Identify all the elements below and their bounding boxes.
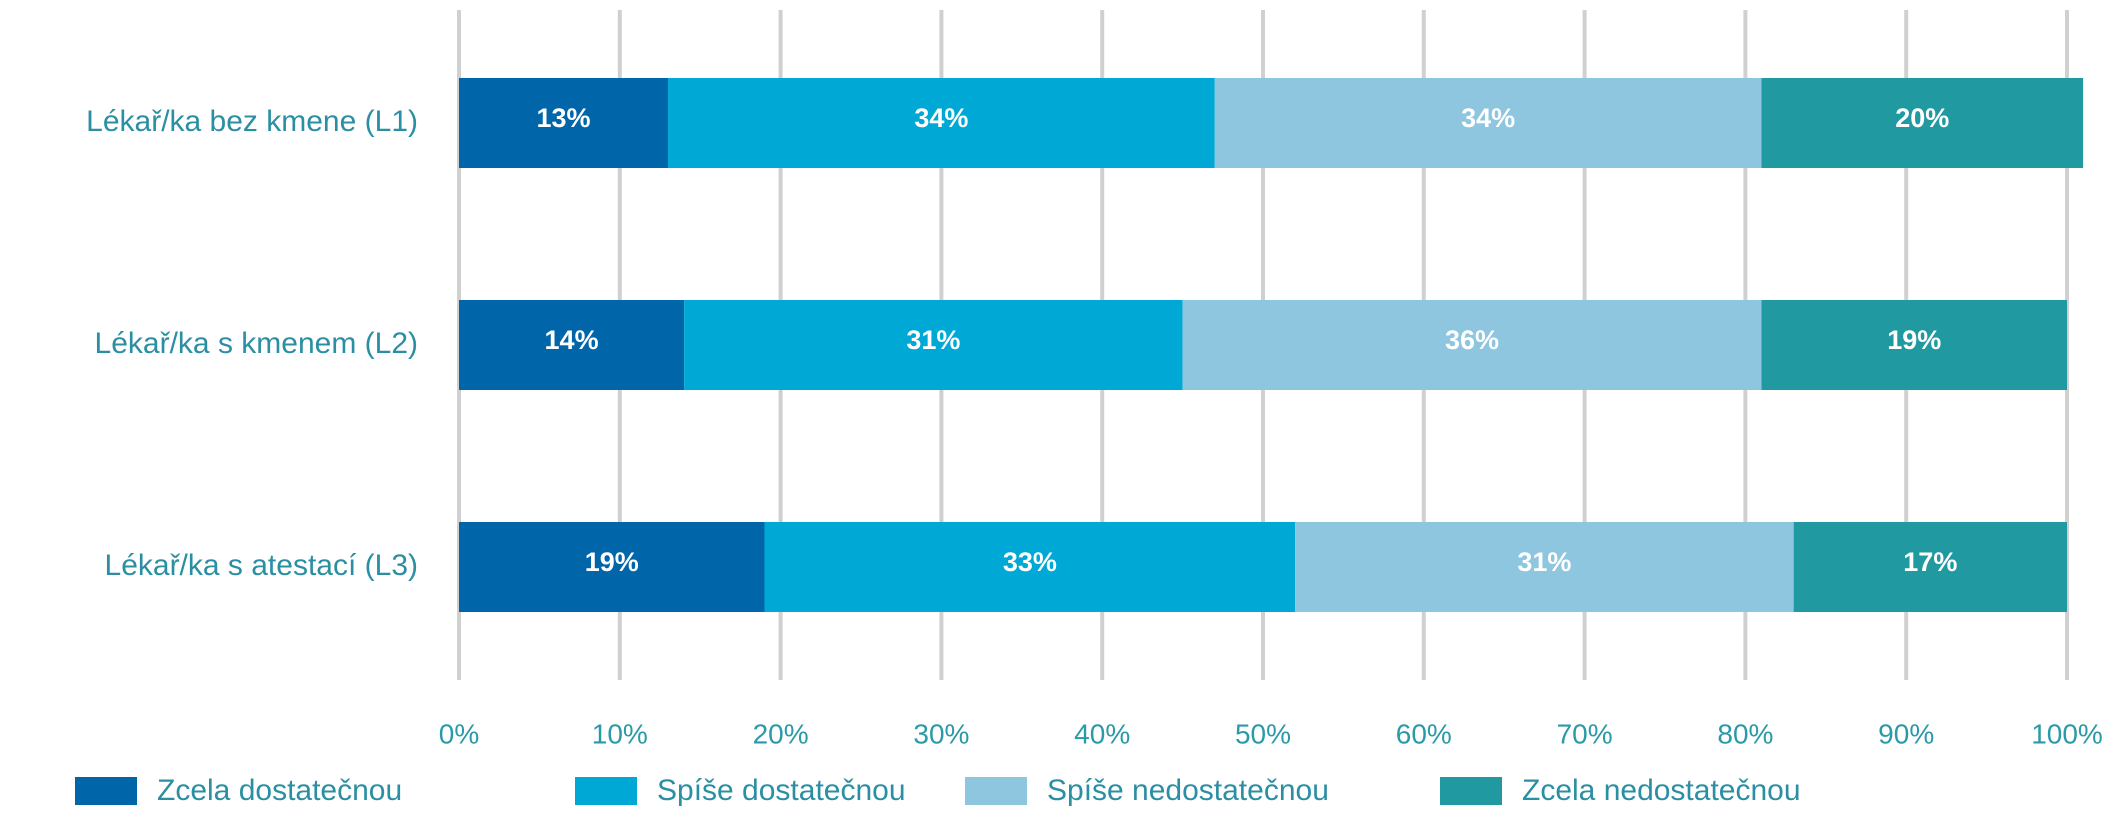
x-tick-label: 70% (1557, 718, 1613, 749)
bar-segment (1761, 300, 2067, 390)
bar-segment (764, 522, 1296, 612)
bar-segment (1295, 522, 1794, 612)
legend-label: Zcela nedostatečnou (1522, 774, 1801, 807)
category-label: Lékař/ka bez kmene (L1) (86, 105, 418, 138)
legend-label: Spíše nedostatečnou (1047, 774, 1329, 807)
data-label: 13% (536, 103, 590, 133)
legend-label: Zcela dostatečnou (157, 774, 402, 807)
data-label: 19% (1887, 325, 1941, 355)
x-tick-label: 30% (913, 718, 969, 749)
x-tick-label: 20% (753, 718, 809, 749)
data-label: 14% (545, 325, 599, 355)
data-label: 20% (1895, 103, 1949, 133)
bar-segment (668, 78, 1215, 168)
legend-swatch (965, 777, 1027, 805)
legend-swatch (575, 777, 637, 805)
x-tick-label: 90% (1878, 718, 1934, 749)
category-label: Lékař/ka s kmenem (L2) (95, 327, 418, 360)
bar-segment (1214, 78, 1762, 168)
category-label: Lékař/ka s atestací (L3) (105, 549, 418, 582)
legend-swatch (1440, 777, 1502, 805)
data-label: 34% (1461, 103, 1515, 133)
data-label: 33% (1003, 547, 1057, 577)
x-tick-label: 10% (592, 718, 648, 749)
bar-segment (1793, 522, 2067, 612)
data-label: 31% (906, 325, 960, 355)
data-label: 34% (914, 103, 968, 133)
data-label: 31% (1517, 547, 1571, 577)
x-tick-label: 80% (1717, 718, 1773, 749)
data-label: 17% (1903, 547, 1957, 577)
data-label: 36% (1445, 325, 1499, 355)
bar-segment (459, 300, 685, 390)
bar-segment (1761, 78, 2084, 168)
x-tick-label: 60% (1396, 718, 1452, 749)
x-tick-label: 40% (1074, 718, 1130, 749)
legend-label: Spíše dostatečnou (657, 774, 906, 807)
bar-segment (459, 78, 669, 168)
x-tick-label: 50% (1235, 718, 1291, 749)
bar-segment (1182, 300, 1762, 390)
data-label: 19% (585, 547, 639, 577)
legend-swatch (75, 777, 137, 805)
bar-segment (459, 522, 765, 612)
bar-segment (684, 300, 1183, 390)
x-tick-label: 0% (439, 718, 479, 749)
x-tick-label: 100% (2031, 718, 2103, 749)
